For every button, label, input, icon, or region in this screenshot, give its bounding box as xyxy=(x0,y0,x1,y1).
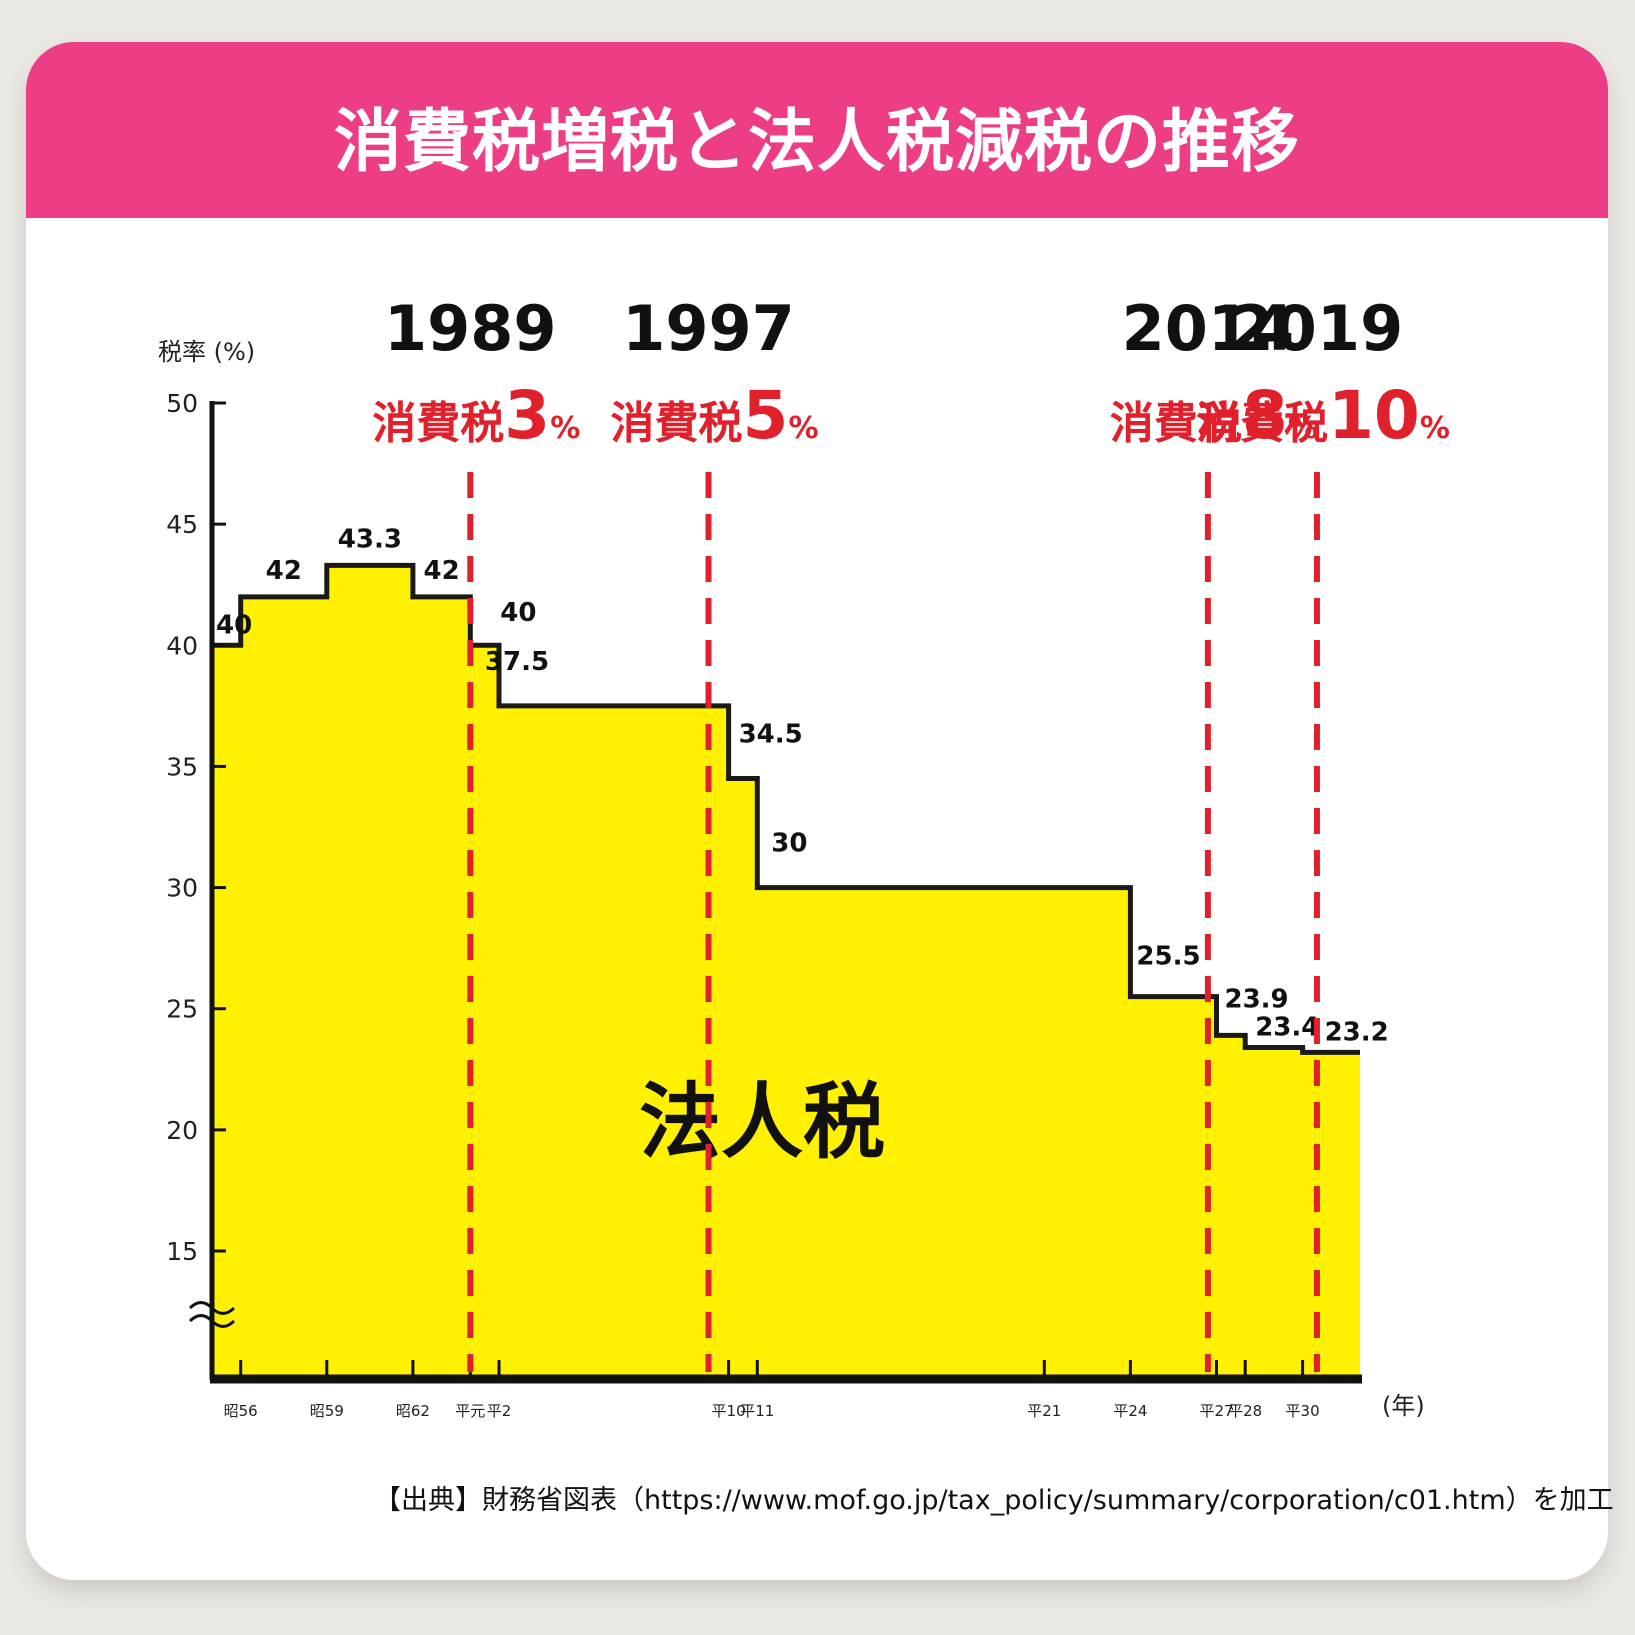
y-tick-label: 25 xyxy=(166,995,198,1024)
x-tick-label: 昭62 xyxy=(396,1402,430,1420)
axis-break-mark xyxy=(188,1301,236,1315)
event-year: 1989 xyxy=(384,292,557,365)
value-label: 42 xyxy=(266,556,302,586)
value-label: 40 xyxy=(500,598,536,628)
x-tick-label: 平10 xyxy=(712,1402,746,1420)
event-tax-name: 消費税 xyxy=(1196,398,1328,449)
event-tax-name: 消費税 xyxy=(372,398,504,449)
value-label: 34.5 xyxy=(739,720,803,750)
axis-break-mark xyxy=(188,1314,236,1328)
event-tax-name: 消費税 xyxy=(611,398,743,449)
title-banner: 消費税増税と法人税減税の推移 xyxy=(26,42,1608,218)
x-tick-label: 平30 xyxy=(1286,1402,1320,1420)
value-label: 23.2 xyxy=(1325,1017,1389,1047)
event-rate-unit: % xyxy=(1420,411,1450,446)
event-tax-name: 消費税 xyxy=(1110,398,1242,449)
x-axis-title: (年) xyxy=(1382,1392,1425,1420)
value-label: 40 xyxy=(216,610,252,640)
x-tick-label: 昭56 xyxy=(224,1402,258,1420)
y-tick-label: 35 xyxy=(166,752,198,781)
value-label: 42 xyxy=(424,556,460,586)
x-tick-label: 平24 xyxy=(1113,1402,1147,1420)
x-tick-label: 昭59 xyxy=(310,1402,344,1420)
event-rate-label: 消費税3% xyxy=(372,377,580,454)
chart-title: 消費税増税と法人税減税の推移 xyxy=(333,102,1300,182)
event-year: 1997 xyxy=(622,292,795,365)
event-rate-value: 8 xyxy=(1242,377,1288,454)
y-tick-label: 15 xyxy=(166,1237,198,1266)
event-rate-value: 10 xyxy=(1328,377,1420,454)
y-tick-label: 40 xyxy=(166,631,198,660)
x-tick-label: 平27 xyxy=(1199,1402,1233,1420)
x-tick-label: 平2 xyxy=(487,1402,512,1420)
value-label: 25.5 xyxy=(1136,942,1200,972)
event-rate-label: 消費税10% xyxy=(1196,377,1450,454)
event-rate-value: 3 xyxy=(504,377,550,454)
value-label: 30 xyxy=(771,829,807,859)
source-note: 【出典】財務省図表（https://www.mof.go.jp/tax_poli… xyxy=(374,1485,1614,1516)
area-label: 法人税 xyxy=(639,1075,885,1170)
event-rate-label: 消費税5% xyxy=(611,377,819,454)
x-tick-label: 平21 xyxy=(1027,1402,1061,1420)
event-rate-label: 消費税8% xyxy=(1110,377,1318,454)
event-rate-value: 5 xyxy=(743,377,789,454)
value-label: 23.9 xyxy=(1225,984,1289,1014)
value-label: 23.4 xyxy=(1255,1012,1319,1042)
step-line xyxy=(212,562,1360,1055)
event-rate-unit: % xyxy=(550,411,580,446)
x-tick-label: 平28 xyxy=(1228,1402,1262,1420)
event-rate-unit: % xyxy=(1288,411,1318,446)
y-tick-label: 50 xyxy=(166,389,198,418)
event-year: 2019 xyxy=(1231,292,1404,365)
value-label: 37.5 xyxy=(485,647,549,677)
y-tick-label: 45 xyxy=(166,510,198,539)
event-year: 2014 xyxy=(1122,292,1295,365)
event-rate-unit: % xyxy=(788,411,818,446)
x-tick-label: 平元 xyxy=(455,1402,485,1420)
y-tick-label: 20 xyxy=(166,1116,198,1145)
y-tick-label: 30 xyxy=(166,874,198,903)
y-axis-title: 税率 (%) xyxy=(158,338,255,366)
area-fill xyxy=(212,565,1360,1376)
x-tick-label: 平11 xyxy=(740,1402,774,1420)
value-label: 43.3 xyxy=(338,524,402,554)
